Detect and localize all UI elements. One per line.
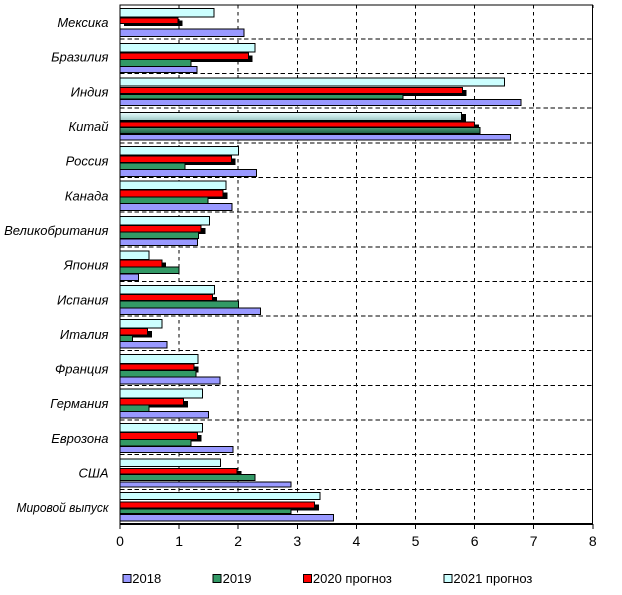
svg-text:3: 3: [293, 533, 301, 549]
svg-text:Италия: Италия: [60, 327, 109, 342]
svg-text:Индия: Индия: [71, 84, 109, 99]
svg-text:Еврозона: Еврозона: [51, 431, 108, 446]
svg-text:2021 прогноз: 2021 прогноз: [453, 571, 532, 586]
svg-text:Мировой выпуск: Мировой выпуск: [17, 500, 110, 515]
svg-text:5: 5: [412, 533, 420, 549]
svg-text:Мексика: Мексика: [57, 15, 108, 30]
svg-text:Германия: Германия: [50, 396, 108, 411]
svg-text:0: 0: [116, 533, 124, 549]
svg-text:Россия: Россия: [66, 154, 109, 169]
svg-text:4: 4: [353, 533, 361, 549]
svg-text:2: 2: [234, 533, 242, 549]
svg-text:6: 6: [471, 533, 479, 549]
svg-text:2018: 2018: [132, 571, 161, 586]
svg-text:США: США: [78, 466, 108, 481]
svg-text:Бразилия: Бразилия: [51, 50, 108, 65]
svg-text:Япония: Япония: [63, 258, 109, 273]
svg-text:1: 1: [175, 533, 183, 549]
svg-text:Испания: Испания: [57, 292, 109, 307]
svg-text:8: 8: [589, 533, 597, 549]
svg-text:Великобритания: Великобритания: [4, 223, 108, 238]
svg-text:Канада: Канада: [65, 188, 109, 203]
svg-text:7: 7: [530, 533, 538, 549]
svg-text:Франция: Франция: [55, 362, 109, 377]
svg-text:2019: 2019: [223, 571, 252, 586]
svg-text:2020 прогноз: 2020 прогноз: [313, 571, 392, 586]
svg-text:Китай: Китай: [68, 119, 108, 134]
